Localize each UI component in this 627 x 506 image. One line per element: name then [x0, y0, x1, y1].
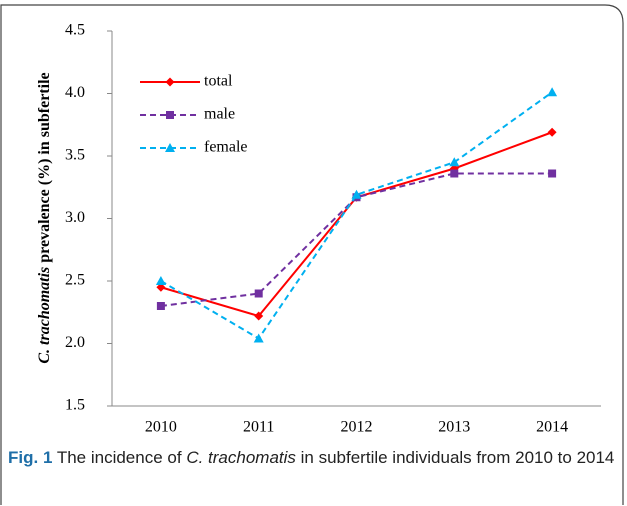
caption-text: in subfertile individuals from 2010 to 2… — [300, 448, 615, 467]
caption-label: Fig. 1 — [8, 448, 53, 467]
y-axis-label-rest: prevalence (%) in subfertile — [36, 72, 53, 262]
marker — [450, 169, 459, 178]
x-tick-label: 2013 — [438, 419, 470, 436]
marker — [253, 333, 264, 343]
marker — [155, 276, 166, 285]
x-tick-label: 2011 — [243, 419, 274, 436]
marker — [351, 189, 362, 199]
marker — [254, 289, 263, 298]
marker — [548, 169, 557, 178]
series-line — [160, 91, 553, 340]
y-axis-label: C. trachomatis prevalence (%) in subfert… — [36, 72, 53, 363]
series-line — [160, 131, 553, 318]
y-tick-label: 3.5 — [65, 147, 85, 164]
y-tick-label: 1.5 — [65, 397, 85, 414]
marker — [254, 311, 264, 321]
marker — [547, 87, 558, 97]
caption: Fig. 1 The incidence of C. trachomatis i… — [8, 446, 618, 470]
legend-label: total — [204, 73, 233, 90]
x-tick-label: 2010 — [145, 419, 177, 436]
caption-text: The incidence of — [56, 448, 182, 467]
frame — [0, 4, 624, 505]
y-tick-label: 2.0 — [65, 334, 85, 351]
x-tick-label: 2014 — [536, 419, 568, 436]
legend-label: male — [204, 106, 235, 123]
marker — [547, 127, 557, 137]
marker — [156, 302, 165, 310]
legend-marker — [165, 77, 175, 87]
caption-italic: C. trachomatis — [186, 448, 296, 467]
marker — [449, 157, 460, 167]
y-axis-label-italic: C. trachomatis — [36, 267, 53, 364]
y-tick-label: 3.0 — [65, 209, 85, 226]
y-tick-label: 4.5 — [65, 22, 85, 39]
y-tick-label: 2.5 — [65, 272, 85, 289]
legend-marker — [166, 111, 174, 119]
legend-label: female — [204, 139, 248, 156]
y-tick-label: 4.0 — [65, 84, 85, 101]
x-tick-label: 2012 — [341, 419, 373, 436]
legend-marker — [165, 143, 175, 152]
